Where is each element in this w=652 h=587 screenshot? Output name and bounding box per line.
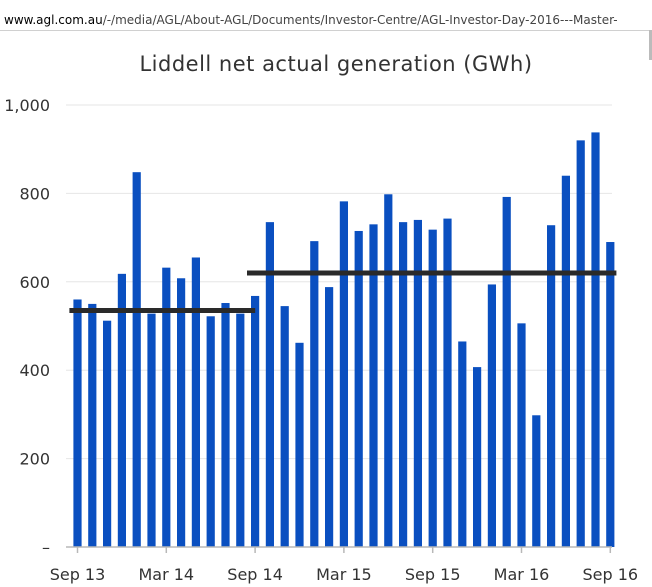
bar-sep-16 <box>606 242 615 547</box>
y-tick-label: 1,000 <box>4 96 50 115</box>
bar-nov-15 <box>458 341 467 547</box>
address-bar[interactable]: www.agl.com.au/-/media/AGL/About-AGL/Doc… <box>0 0 652 31</box>
average-lines <box>69 270 617 314</box>
bar-oct-13 <box>88 303 97 547</box>
y-tick-label: 400 <box>19 361 50 380</box>
bar-jul-15 <box>399 222 408 547</box>
bar-jul-16 <box>576 140 585 548</box>
bar-jan-14 <box>132 172 141 547</box>
bar-apr-14 <box>177 278 186 547</box>
x-tick-label: Mar 14 <box>138 565 194 584</box>
bar-mar-14 <box>162 267 171 547</box>
bars <box>73 132 615 548</box>
bar-feb-15 <box>325 287 334 547</box>
scrollbar-thumb[interactable] <box>649 30 652 60</box>
y-tick-label: – <box>42 538 50 557</box>
bar-nov-13 <box>103 320 112 547</box>
bar-nov-14 <box>280 306 289 547</box>
bar-aug-16 <box>591 132 600 548</box>
y-tick-label: 600 <box>19 273 50 292</box>
y-tick-label: 200 <box>19 450 50 469</box>
bar-mar-15 <box>339 201 348 547</box>
bar-jul-14 <box>221 303 230 547</box>
bar-aug-14 <box>236 313 245 547</box>
url-path: /-/media/AGL/About-AGL/Documents/Investo… <box>102 13 618 27</box>
bar-aug-15 <box>413 219 422 548</box>
bar-dec-13 <box>117 273 126 547</box>
x-tick-label: Mar 16 <box>494 565 550 584</box>
bar-may-15 <box>369 224 378 547</box>
y-tick-label: 800 <box>19 184 50 203</box>
x-tick-labels: Sep 13 Mar 14 Sep 14 Mar 15 Sep 15 Mar 16 Sep … <box>50 565 638 584</box>
bar-dec-15 <box>473 367 482 547</box>
bar-jun-16 <box>561 175 570 547</box>
bar-jan-15 <box>310 241 319 548</box>
url-domain: www.agl.com.au <box>4 13 103 27</box>
axes <box>66 546 612 553</box>
x-tick-label: Sep 15 <box>405 565 461 584</box>
bar-sep-15 <box>428 229 437 548</box>
bar-jun-14 <box>206 316 215 547</box>
bar-feb-16 <box>502 196 511 547</box>
bar-apr-15 <box>354 230 363 547</box>
bar-sep-14 <box>251 295 260 547</box>
x-tick-label: Sep 14 <box>227 565 283 584</box>
bar-sep-13 <box>73 299 82 547</box>
bar-oct-15 <box>443 218 452 547</box>
bar-jun-15 <box>384 194 393 547</box>
url-text[interactable]: www.agl.com.au/-/media/AGL/About-AGL/Doc… <box>4 13 648 27</box>
bar-feb-14 <box>147 313 156 547</box>
x-tick-label: Sep 13 <box>50 565 106 584</box>
bar-apr-16 <box>532 415 541 547</box>
bar-jan-16 <box>487 284 496 547</box>
bar-dec-14 <box>295 342 304 547</box>
bar-may-14 <box>191 257 200 547</box>
x-tick-label: Sep 16 <box>582 565 638 584</box>
bar-oct-14 <box>265 222 274 547</box>
y-tick-labels: – 200 400 600 800 1,000 <box>4 96 50 557</box>
bar-mar-16 <box>517 323 526 547</box>
bar-may-16 <box>547 225 556 547</box>
chart-title: Liddell net actual generation (GWh) <box>139 52 533 76</box>
x-tick-label: Mar 15 <box>316 565 372 584</box>
